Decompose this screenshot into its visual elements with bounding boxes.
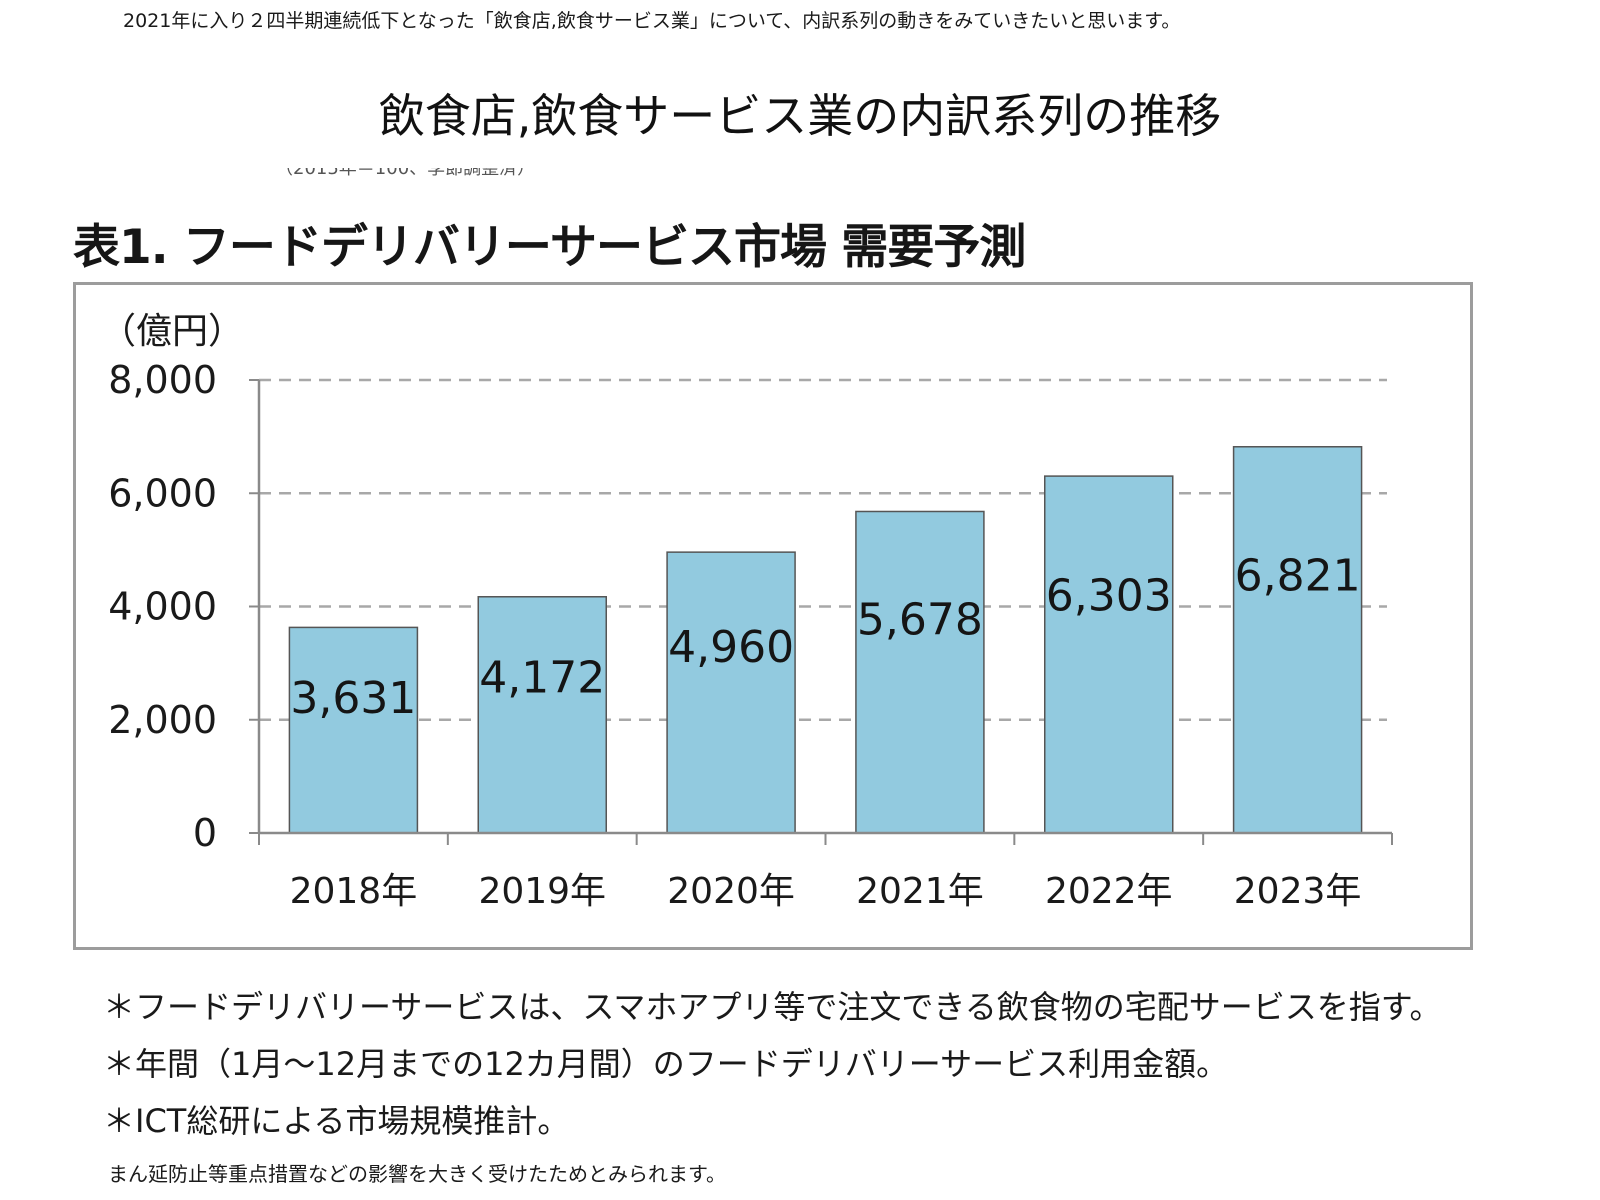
x-tick-label: 2021年 bbox=[856, 871, 984, 912]
data-label: 4,172 bbox=[479, 652, 605, 703]
bar bbox=[1232, 446, 1363, 834]
x-tick-label: 2023年 bbox=[1234, 871, 1362, 912]
data-label: 3,631 bbox=[290, 673, 416, 724]
note-period: ＊年間（1月～12月までの12カ月間）のフードデリバリーサービス利用金額。 bbox=[103, 1045, 1229, 1083]
note-definition: ＊フードデリバリーサービスは、スマホアプリ等で注文できる飲食物の宅配サービスを指… bbox=[103, 988, 1442, 1026]
y-tick-label: 8,000 bbox=[108, 358, 217, 402]
x-tick-label: 2019年 bbox=[478, 871, 606, 912]
x-tick-label: 2022年 bbox=[1045, 871, 1173, 912]
x-tick-label: 2018年 bbox=[290, 871, 418, 912]
x-tick-label: 2020年 bbox=[667, 871, 795, 912]
data-label: 4,960 bbox=[668, 622, 794, 673]
data-label: 6,303 bbox=[1046, 570, 1172, 621]
y-tick-label: 6,000 bbox=[108, 471, 217, 515]
clipped-subtitle: （2015年＝100、季節調整済） bbox=[275, 168, 595, 176]
bar bbox=[666, 551, 796, 834]
notes: ＊フードデリバリーサービスは、スマホアプリ等で注文できる飲食物の宅配サービスを指… bbox=[103, 985, 1442, 1156]
bar bbox=[288, 626, 419, 834]
data-label: 5,678 bbox=[857, 594, 983, 645]
y-tick-label: 4,000 bbox=[108, 585, 217, 629]
footer-text: まん延防止等重点措置などの影響を大きく受けたためとみられます。 bbox=[108, 1162, 726, 1186]
chart-frame: 0 2,000 4,000 6,000 8,000 （億円） 3,631 2018年 4,172… bbox=[73, 282, 1473, 950]
clipped-subtitle-text: （2015年＝100、季節調整済） bbox=[275, 168, 535, 176]
chart-title: 表1. フードデリバリーサービス市場 需要予測 bbox=[73, 220, 1026, 275]
bar bbox=[477, 596, 607, 834]
bar bbox=[855, 510, 985, 834]
intro-text: 2021年に入り２四半期連続低下となった「飲食店,飲食サービス業」について、内訳… bbox=[123, 10, 1181, 32]
data-label: 6,821 bbox=[1235, 550, 1361, 601]
y-tick-label: 2,000 bbox=[108, 698, 217, 742]
bar bbox=[1044, 475, 1174, 834]
bar-chart: 0 2,000 4,000 6,000 8,000 （億円） 3,631 2018年 4,172… bbox=[100, 311, 1393, 912]
note-source: ＊ICT総研による市場規模推計。 bbox=[103, 1102, 570, 1140]
page-heading: 飲食店,飲食サービス業の内訳系列の推移 bbox=[378, 89, 1222, 143]
y-tick-label: 0 bbox=[193, 811, 217, 855]
y-axis-label: （億円） bbox=[100, 311, 244, 352]
